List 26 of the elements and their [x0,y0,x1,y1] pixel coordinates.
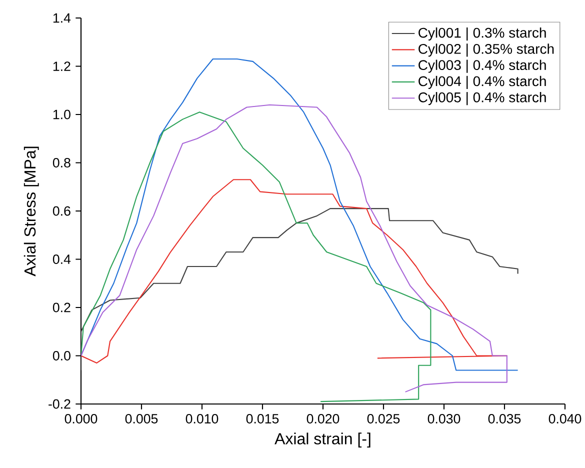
y-tick-label: 0.0 [52,351,70,360]
x-tick-label: 0.010 [186,414,218,424]
x-tick-label: 0.005 [125,414,158,424]
y-tick-label: 0.6 [52,206,70,216]
y-tick-label: 0.2 [52,302,70,312]
y-tick-label: 0.4 [52,254,71,264]
y-tick-label: 1.0 [53,110,70,120]
x-tick-label: 0.025 [367,414,400,424]
legend-label: Cyl002 | 0.35% starch [418,44,554,57]
x-axis-title: Axial strain [-] [274,432,370,448]
x-tick-label: 0.015 [246,414,279,424]
y-tick-label: 0.8 [52,158,70,168]
legend-label: Cyl004 | 0.4% starch [418,76,546,90]
x-tick-label: 0.030 [428,414,460,424]
x-tick-label: 0.035 [488,414,521,424]
y-tick-label: -0.2 [48,399,70,409]
x-tick-label: 0.020 [306,414,340,424]
legend-label: Cyl005 | 0.4% starch [418,92,546,106]
line-series [81,104,508,392]
x-tick-label: 0.000 [64,414,98,424]
y-tick-label: 1.2 [53,62,70,71]
legend-label: Cyl003 | 0.4% starch [418,60,546,73]
x-tick-label: 0.040 [548,414,582,424]
legend-label: Cyl001 | 0.3% starch [418,27,546,41]
y-axis-title: Axial Stress [MPa] [24,146,39,276]
y-tick-label: 1.4 [53,13,71,23]
